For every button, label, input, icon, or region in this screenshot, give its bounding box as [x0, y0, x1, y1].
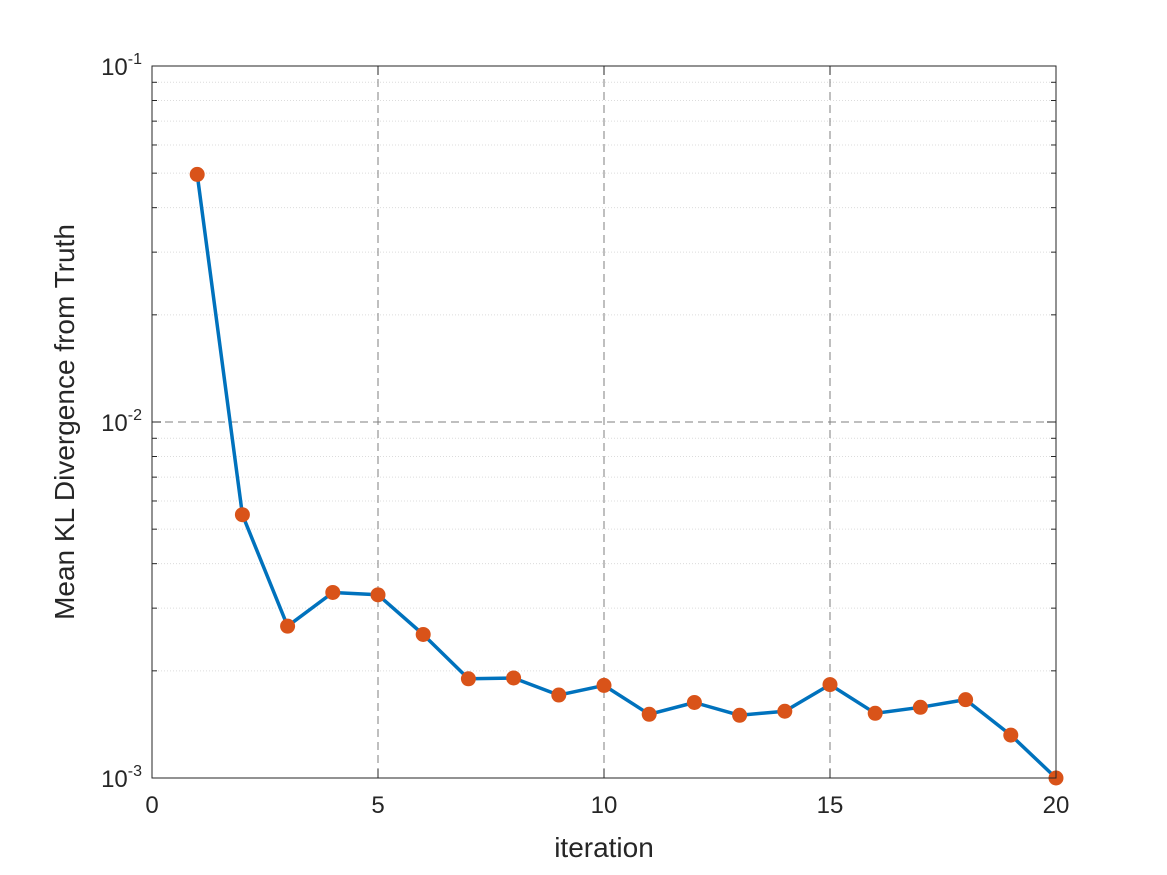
- x-tick-label: 10: [591, 792, 618, 819]
- data-point-marker: [641, 706, 657, 722]
- data-point-marker: [822, 677, 838, 693]
- ticks: 10-310-210-10 5 10 15 20: [101, 51, 1069, 819]
- y-tick-label-exponent: -3: [128, 763, 142, 780]
- data-point-marker: [777, 703, 793, 719]
- data-point-marker: [370, 587, 386, 603]
- data-point-marker: [596, 677, 612, 693]
- y-tick-label-exponent: -1: [128, 51, 142, 68]
- data-point-marker: [551, 687, 567, 703]
- data-point-marker: [460, 671, 476, 687]
- x-tick-label: 0: [145, 792, 158, 819]
- data-point-marker: [325, 584, 341, 600]
- x-tick-label: 5: [371, 792, 384, 819]
- y-tick-label: 10-3: [101, 763, 142, 793]
- y-tick-label-base: 10: [101, 410, 128, 437]
- y-tick-label: 10-1: [101, 51, 142, 81]
- x-tick-label: 15: [817, 792, 844, 819]
- data-point-marker: [867, 705, 883, 721]
- data-point-marker: [506, 670, 522, 686]
- data-point-marker: [280, 618, 296, 634]
- x-tick-label: 20: [1043, 792, 1070, 819]
- series-line: [195, 174, 1058, 780]
- grid: [152, 65, 1056, 779]
- series-layer: [189, 166, 1064, 786]
- data-point-marker: [958, 692, 974, 708]
- data-point-marker: [1003, 727, 1019, 743]
- data-point-marker: [234, 507, 250, 523]
- data-point-marker: [189, 166, 205, 182]
- data-point-marker: [732, 707, 748, 723]
- y-tick-label-exponent: -2: [128, 407, 142, 424]
- y-tick-label-base: 10: [101, 766, 128, 793]
- data-point-marker: [415, 626, 431, 642]
- y-axis-label: Mean KL Divergence from Truth: [49, 224, 80, 620]
- y-tick-label: 10-2: [101, 407, 142, 437]
- data-point-marker: [912, 699, 928, 715]
- data-point-marker: [686, 694, 702, 710]
- x-axis-label: iteration: [554, 832, 654, 863]
- y-tick-label-base: 10: [101, 54, 128, 81]
